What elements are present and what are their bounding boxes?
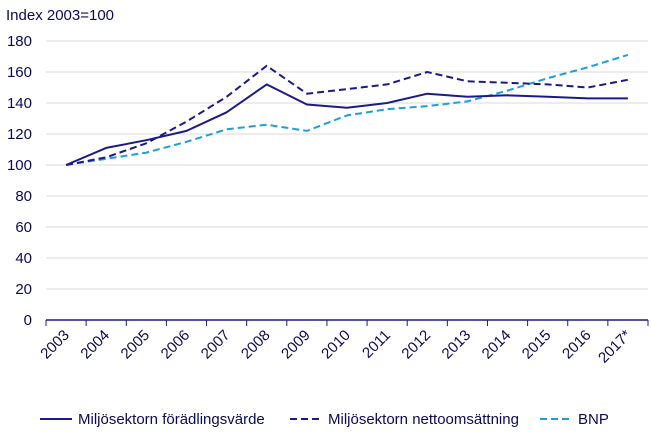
y-tick-label: 60 — [15, 219, 32, 236]
y-tick-label: 40 — [15, 250, 32, 267]
x-tick-label: 2011 — [359, 327, 394, 362]
x-tick-label: 2014 — [479, 327, 515, 363]
y-tick-label: 140 — [7, 95, 32, 112]
legend-label: Miljösektorn förädlingsvärde — [78, 411, 265, 428]
x-axis: 2003 2004 2005 2006 2007 2008 2009 2010 2011 2012… — [37, 319, 649, 367]
y-tick-label: 180 — [7, 33, 32, 50]
y-tick-label: 80 — [15, 188, 32, 205]
x-tick-label: 2016 — [559, 327, 595, 363]
legend: Miljösektorn förädlingsvärde Miljösektorn… — [40, 411, 609, 428]
x-tick-label: 2008 — [238, 327, 274, 363]
x-tick-label: 2012 — [398, 327, 434, 363]
y-axis-ticks: 0 20 40 60 80 100 120 140 160 180 — [7, 33, 32, 329]
x-tick-label: 2007 — [198, 327, 234, 363]
series-lines — [65, 53, 629, 166]
y-tick-label: 0 — [24, 312, 32, 329]
x-tick-label: 2009 — [278, 327, 314, 363]
y-tick-label: 20 — [15, 281, 32, 298]
y-tick-label: 160 — [7, 64, 32, 81]
series-line-2 — [65, 64, 629, 166]
x-tick-label: 2005 — [118, 327, 154, 363]
y-tick-label: 100 — [7, 157, 32, 174]
series-line-3 — [65, 53, 629, 166]
gridlines — [46, 40, 648, 290]
y-tick-label: 120 — [7, 126, 32, 143]
x-tick-label: 2003 — [37, 327, 73, 363]
legend-label: Miljösektorn nettoomsättning — [328, 411, 519, 428]
series-line-1 — [65, 83, 628, 166]
x-tick-label: 2015 — [519, 327, 555, 363]
x-tick-label: 2004 — [77, 327, 113, 363]
legend-label: BNP — [578, 411, 609, 428]
x-tick-label: 2013 — [439, 327, 475, 363]
x-tick-label: 2017* — [595, 327, 635, 367]
x-tick-label: 2010 — [318, 327, 354, 363]
y-unit-label: Index 2003=100 — [6, 7, 114, 24]
x-tick-label: 2006 — [158, 327, 194, 363]
